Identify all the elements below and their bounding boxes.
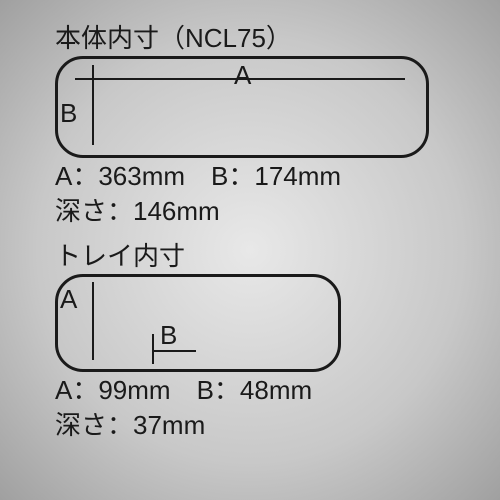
section2-dimA-letter: A	[60, 284, 77, 315]
section2-dims-line1: A：99mm B：48mm	[55, 370, 312, 407]
section1-dimB-letter: B	[60, 98, 77, 129]
section1-dimB-line	[92, 65, 94, 145]
section2-rect	[55, 274, 341, 372]
section2-title: トレイ内寸	[55, 236, 185, 273]
section2-dimB-vbar	[152, 334, 154, 364]
section2-dimB-letter: B	[160, 320, 177, 351]
section1-dimA-letter: A	[230, 60, 255, 91]
section2-dimA-line	[92, 282, 94, 360]
section1-dims-line2: 深さ：146mm	[55, 191, 220, 228]
section1-title: 本体内寸（NCL75）	[55, 18, 292, 55]
section1-dims-line1: A：363mm B：174mm	[55, 156, 341, 193]
section2-dims-line2: 深さ：37mm	[55, 405, 205, 442]
